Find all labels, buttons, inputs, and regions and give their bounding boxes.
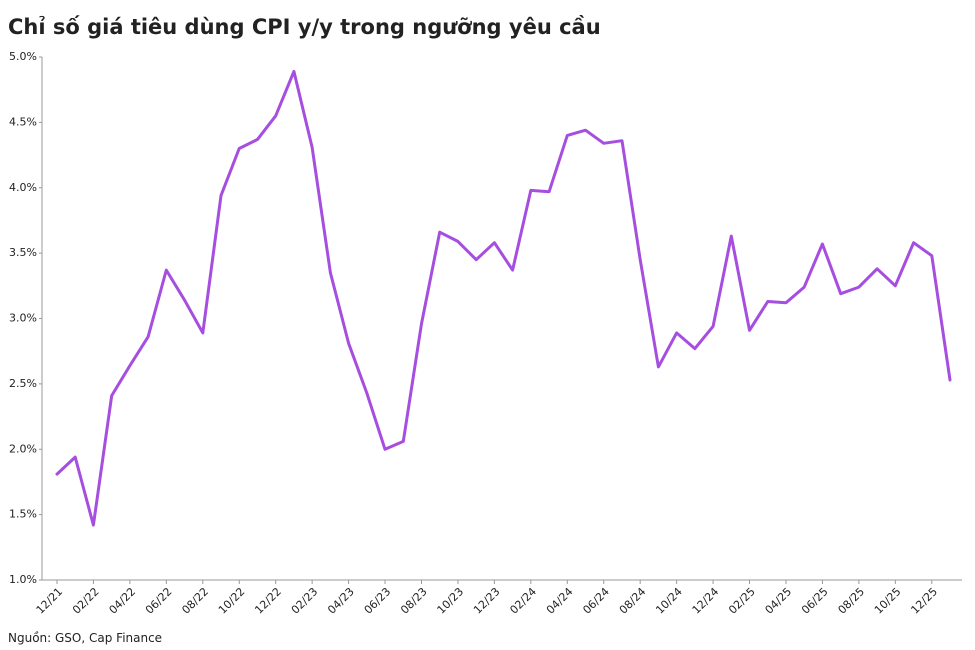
x-tick-label: 10/25 <box>872 585 904 617</box>
x-tick-label: 08/24 <box>617 585 649 617</box>
x-tick-label: 06/25 <box>799 585 831 617</box>
x-tick-label: 06/22 <box>143 585 175 617</box>
x-tick-label: 04/24 <box>544 585 576 617</box>
y-tick-label: 4.5% <box>9 115 37 128</box>
data-line <box>55 69 952 527</box>
y-tick-label: 2.0% <box>9 442 37 455</box>
x-tick-label: 06/24 <box>580 585 612 617</box>
x-tick-label: 02/25 <box>726 585 758 617</box>
x-tick-label: 06/23 <box>362 585 394 617</box>
y-tick-label: 2.5% <box>9 377 37 390</box>
y-tick-label: 3.5% <box>9 246 37 259</box>
x-tick-label: 12/21 <box>34 585 66 617</box>
x-tick-label: 02/23 <box>289 585 321 617</box>
x-tick-label: 10/23 <box>435 585 467 617</box>
x-tick-label: 12/25 <box>908 585 940 617</box>
x-tick-label: 12/23 <box>471 585 503 617</box>
x-tick-label: 08/25 <box>836 585 868 617</box>
x-tick-label: 04/23 <box>325 585 357 617</box>
y-tick-label: 1.0% <box>9 573 37 586</box>
chart-title: Chỉ số giá tiêu dùng CPI y/y trong ngưỡn… <box>8 15 601 39</box>
y-tick-label: 3.0% <box>9 312 37 325</box>
x-tick-label: 04/22 <box>107 585 139 617</box>
x-tick-label: 08/22 <box>179 585 211 617</box>
x-tick-label: 12/24 <box>690 585 722 617</box>
x-tick-label: 02/22 <box>70 585 102 617</box>
x-tick-label: 10/22 <box>216 585 248 617</box>
x-tick-label: 02/24 <box>507 585 539 617</box>
x-tick-label: 08/23 <box>398 585 430 617</box>
source-note: Nguồn: GSO, Cap Finance <box>8 631 162 645</box>
y-tick-label: 4.0% <box>9 181 37 194</box>
x-tick-label: 04/25 <box>763 585 795 617</box>
x-tick-label: 12/22 <box>252 585 284 617</box>
y-tick-label: 5.0% <box>9 50 37 63</box>
x-tick-label: 10/24 <box>653 585 685 617</box>
y-tick-label: 1.5% <box>9 508 37 521</box>
